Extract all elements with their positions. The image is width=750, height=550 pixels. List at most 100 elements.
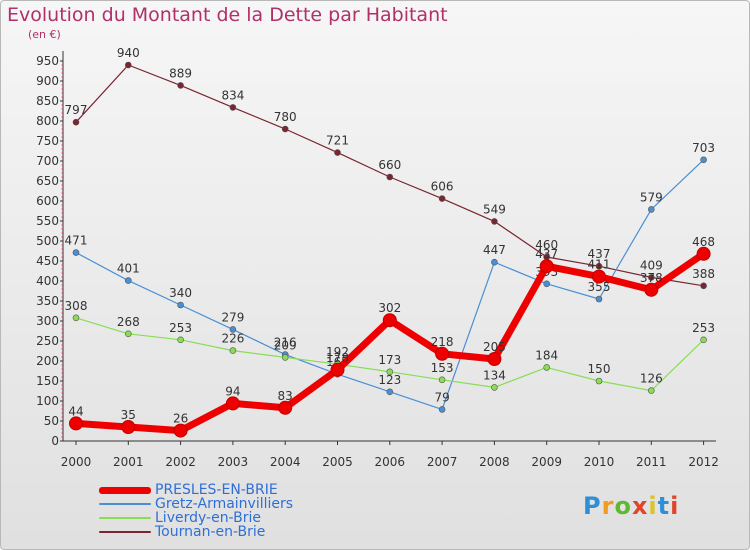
data-label: 355 (588, 280, 611, 294)
x-tick-label: 2007 (427, 455, 458, 469)
data-point (72, 118, 80, 126)
data-point (125, 330, 132, 338)
y-tick-label: 550 (36, 214, 59, 228)
data-point (696, 246, 711, 261)
data-point (700, 336, 707, 344)
y-tick-label: 650 (36, 174, 59, 188)
data-label: 150 (588, 362, 611, 376)
data-label: 226 (221, 332, 244, 346)
data-label: 340 (169, 286, 192, 300)
data-label: 44 (68, 404, 83, 418)
data-point (177, 82, 184, 89)
data-label: 889 (169, 66, 192, 80)
data-label: 780 (274, 110, 297, 124)
data-point (173, 423, 188, 438)
legend-swatch (99, 531, 151, 533)
data-point (125, 277, 132, 284)
y-tick-label: 700 (36, 154, 59, 168)
chart-subtitle: (en €) (28, 28, 61, 41)
data-point (491, 384, 498, 391)
data-point (330, 362, 345, 377)
legend-label: Liverdy-en-Brie (155, 510, 261, 526)
data-point (647, 206, 655, 213)
data-label: 437 (588, 247, 611, 261)
x-tick-label: 2001 (113, 455, 144, 469)
data-label: 468 (692, 235, 715, 249)
data-point (644, 282, 659, 297)
data-label: 253 (169, 321, 192, 335)
data-label: 401 (117, 262, 140, 276)
data-point (592, 269, 606, 284)
data-label: 26 (173, 412, 188, 426)
data-label: 253 (692, 321, 715, 335)
x-tick-label: 2010 (584, 455, 615, 469)
data-point (595, 295, 603, 303)
data-point (539, 259, 554, 274)
data-label: 660 (378, 158, 401, 172)
legend-label: PRESLES-EN-BRIE (155, 482, 278, 498)
data-label: 184 (535, 348, 558, 362)
data-label: 447 (483, 243, 506, 257)
x-tick-label: 2012 (688, 455, 719, 469)
data-point (334, 149, 341, 156)
data-label: 388 (692, 267, 715, 281)
logo-letter: o (614, 492, 632, 520)
data-point (386, 368, 394, 376)
y-tick-label: 450 (36, 254, 59, 268)
data-label: 721 (326, 134, 349, 148)
data-point (72, 314, 80, 322)
data-point (438, 195, 446, 202)
data-label: 378 (640, 271, 663, 285)
data-label: 302 (378, 301, 401, 315)
data-label: 703 (692, 141, 715, 155)
y-tick-label: 50 (44, 414, 59, 428)
logo-letter: i (670, 492, 680, 520)
x-tick-label: 2002 (165, 455, 196, 469)
data-point (491, 218, 498, 225)
data-point (72, 249, 80, 256)
data-point (177, 301, 184, 309)
data-label: 834 (221, 88, 244, 102)
legend-item-gretz: Gretz-Armainvilliers (99, 497, 419, 511)
data-label: 460 (535, 238, 558, 252)
legend-swatch (99, 503, 151, 505)
y-tick-label: 850 (36, 94, 59, 108)
logo-letter: t (657, 492, 671, 520)
data-point (382, 313, 397, 328)
legend-item-tournan: Tournan-en-Brie (99, 525, 419, 539)
x-tick-label: 2004 (270, 455, 301, 469)
data-label: 79 (434, 390, 449, 404)
y-tick-label: 750 (36, 134, 59, 148)
data-point (438, 376, 446, 384)
data-point (225, 396, 240, 411)
legend: PRESLES-EN-BRIE Gretz-Armainvilliers Liv… (99, 483, 419, 539)
data-point (229, 104, 237, 111)
data-point (595, 262, 603, 270)
data-label: 940 (117, 46, 140, 60)
data-point (700, 282, 707, 290)
y-tick-label: 200 (36, 354, 59, 368)
data-point (386, 388, 394, 396)
series-line (72, 250, 708, 435)
data-label: 173 (378, 353, 401, 367)
data-point (435, 346, 450, 361)
y-tick-label: 150 (36, 374, 59, 388)
data-point (700, 156, 707, 164)
x-tick-label: 2006 (375, 455, 406, 469)
data-point (543, 280, 551, 288)
logo-letter: i (648, 492, 658, 520)
y-tick-label: 800 (36, 114, 59, 128)
x-tick-label: 2003 (218, 455, 249, 469)
y-tick-label: 350 (36, 294, 59, 308)
y-tick-label: 300 (36, 314, 59, 328)
data-point (125, 61, 132, 69)
data-point (595, 377, 603, 385)
y-tick-label: 900 (36, 74, 59, 88)
y-tick-label: 500 (36, 234, 59, 248)
data-label: 218 (431, 335, 454, 349)
legend-label: Gretz-Armainvilliers (155, 496, 294, 512)
x-tick-label: 2011 (636, 455, 667, 469)
data-point (386, 173, 394, 181)
